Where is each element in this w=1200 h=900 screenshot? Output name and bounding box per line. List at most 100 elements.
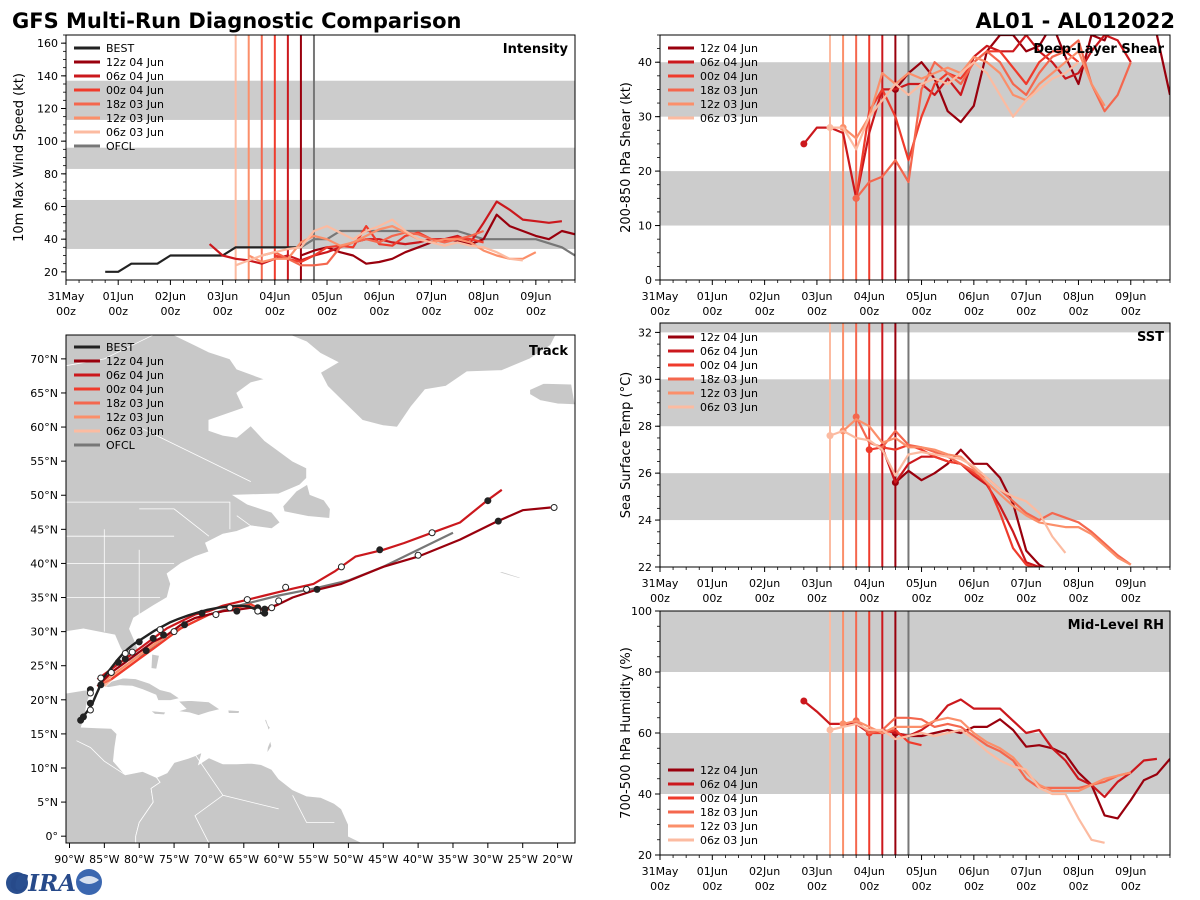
sst-xtick-sub-5: 00z — [912, 592, 932, 605]
rh-ytick-label-100: 100 — [631, 605, 652, 618]
track-point-20 — [494, 517, 502, 525]
shear-init-marker-06z-04-jun — [800, 140, 808, 148]
track-ytick-label-13: 65°N — [30, 387, 58, 400]
track-point-17 — [313, 585, 321, 593]
sst-series-06z-03-jun — [829, 429, 1067, 554]
sst-xtick-sub-4: 00z — [859, 592, 879, 605]
shear-xtick-label-6: 06Jun — [958, 290, 989, 303]
sst-xtick-label-0: 31May — [642, 577, 679, 590]
rh-series-00z-04-jun — [869, 728, 922, 747]
figure-title: GFS Multi-Run Diagnostic Comparison — [12, 9, 461, 33]
intensity-xtick-label-4: 04Jun — [259, 290, 290, 303]
intensity-panel-label: Intensity — [503, 42, 569, 57]
track-map-area — [66, 335, 575, 843]
border-11 — [194, 794, 224, 843]
border-0 — [66, 501, 231, 530]
rh-series-12z-04-jun — [895, 718, 1170, 820]
intensity-series-best — [105, 246, 301, 273]
track-point-4 — [97, 681, 105, 689]
land-cuba — [104, 677, 181, 701]
storm-id: AL01 - AL012022 — [976, 9, 1176, 33]
land-hispaniola — [177, 700, 222, 716]
rh-xtick-label-9: 09Jun — [1115, 865, 1146, 878]
track-xtick-label-0: 90°W — [54, 853, 84, 866]
intensity-xtick-label-7: 07Jun — [416, 290, 447, 303]
intensity-xtick-sub-9: 00z — [526, 305, 546, 318]
sst-xtick-sub-7: 00z — [1016, 592, 1036, 605]
rh-panel-label: Mid-Level RH — [1068, 618, 1164, 633]
intensity-band-1 — [66, 147, 575, 169]
intensity-xtick-label-2: 02Jun — [155, 290, 186, 303]
track-xtick-label-12: 30°W — [473, 853, 503, 866]
border-12 — [292, 795, 335, 823]
intensity-xtick-label-9: 09Jun — [520, 290, 551, 303]
track-xtick-label-13: 25°W — [508, 853, 538, 866]
sst-init-marker-18z-03-jun — [852, 413, 860, 421]
land-south-america — [135, 751, 363, 843]
track-point-2 — [86, 699, 94, 707]
track-ytick-label-4: 20°N — [30, 694, 58, 707]
sst-band-0 — [660, 473, 1170, 521]
sst-legend-label-12z-04-jun: 12z 04 Jun — [700, 331, 758, 344]
track-xtick-label-5: 65°W — [229, 853, 259, 866]
shear-panel-label: Deep-Layer Shear — [1033, 42, 1164, 57]
logo-globe-left — [6, 872, 28, 894]
cira-logo: CIRA — [6, 869, 102, 897]
shear-xtick-sub-6: 00z — [964, 305, 984, 318]
rh-plot-area — [660, 611, 1170, 855]
intensity-xtick-sub-7: 00z — [422, 305, 442, 318]
track-point-19 — [484, 497, 492, 505]
shear-xtick-label-5: 05Jun — [906, 290, 937, 303]
intensity-series-06z-03-jun — [235, 218, 523, 267]
sst-legend-label-18z-03-jun: 18z 03 Jun — [700, 373, 758, 386]
shear-xtick-sub-5: 00z — [912, 305, 932, 318]
intensity-band-0 — [66, 199, 575, 249]
track-legend-label-00z-04-jun: 00z 04 Jun — [106, 383, 164, 396]
intensity-ylabel: 10m Max Wind Speed (kt) — [12, 73, 27, 242]
shear-band-0 — [660, 171, 1170, 226]
sst-xtick-sub-9: 00z — [1121, 592, 1141, 605]
shear-xtick-sub-0: 00z — [650, 305, 670, 318]
sst-xtick-label-1: 01Jun — [697, 577, 728, 590]
track-legend-label-12z-04-jun: 12z 04 Jun — [106, 355, 164, 368]
shear-xtick-sub-4: 00z — [859, 305, 879, 318]
sst-panel: 22 24 26 28 30 32 31May 00z 01Jun 00z 02Jun 00z 03Ju… — [619, 322, 1171, 605]
intensity-ytick-label-60: 60 — [44, 201, 58, 214]
rh-xtick-sub-3: 00z — [807, 880, 827, 893]
track-point-18 — [376, 546, 384, 554]
intensity-xtick-sub-3: 00z — [213, 305, 233, 318]
rh-ytick-label-20: 20 — [638, 849, 652, 862]
track-point-7 — [135, 638, 143, 646]
track-xtick-label-6: 60°W — [263, 853, 293, 866]
shear-legend-label-06z-03-jun: 06z 03 Jun — [700, 112, 758, 125]
track-point-40 — [550, 504, 558, 512]
rh-xtick-sub-9: 00z — [1121, 880, 1141, 893]
shear-ytick-label-10: 10 — [638, 220, 652, 233]
intensity-legend-label-06z-03-jun: 06z 03 Jun — [106, 126, 164, 139]
shear-xtick-sub-1: 00z — [702, 305, 722, 318]
track-xtick-label-14: 20°W — [542, 853, 572, 866]
track-point-28 — [170, 628, 178, 636]
track-ytick-label-0: 0° — [46, 830, 59, 843]
sst-legend-label-06z-03-jun: 06z 03 Jun — [700, 401, 758, 414]
shear-legend-label-12z-03-jun: 12z 03 Jun — [700, 98, 758, 111]
rh-xtick-sub-5: 00z — [912, 880, 932, 893]
land-puerto-rico — [227, 709, 241, 714]
rh-legend-label-12z-04-jun: 12z 04 Jun — [700, 764, 758, 777]
shear-xtick-label-0: 31May — [642, 290, 679, 303]
rh-legend-label-06z-03-jun: 06z 03 Jun — [700, 834, 758, 847]
track-xtick-label-9: 45°W — [368, 853, 398, 866]
track-point-10 — [160, 631, 168, 639]
sst-xtick-sub-3: 00z — [807, 592, 827, 605]
rh-legend-label-00z-04-jun: 00z 04 Jun — [700, 792, 758, 805]
intensity-xtick-label-1: 01Jun — [103, 290, 134, 303]
sst-panel-label: SST — [1137, 330, 1164, 345]
rh-legend-label-06z-04-jun: 06z 04 Jun — [700, 778, 758, 791]
intensity-xtick-sub-5: 00z — [317, 305, 337, 318]
track-panel: 90°W 85°W 80°W 75°W 70°W 65°W 60°W 55°W 50°W 45°W… — [30, 334, 576, 866]
track-point-12 — [198, 609, 206, 617]
sst-ytick-label-26: 26 — [638, 467, 652, 480]
intensity-series-18z-03-jun — [261, 229, 484, 267]
shear-legend-label-06z-04-jun: 06z 04 Jun — [700, 56, 758, 69]
shear-panel: 0 10 20 30 40 31May 00z 01Jun 00z 02Jun 00z 03Jun 00… — [619, 34, 1171, 318]
